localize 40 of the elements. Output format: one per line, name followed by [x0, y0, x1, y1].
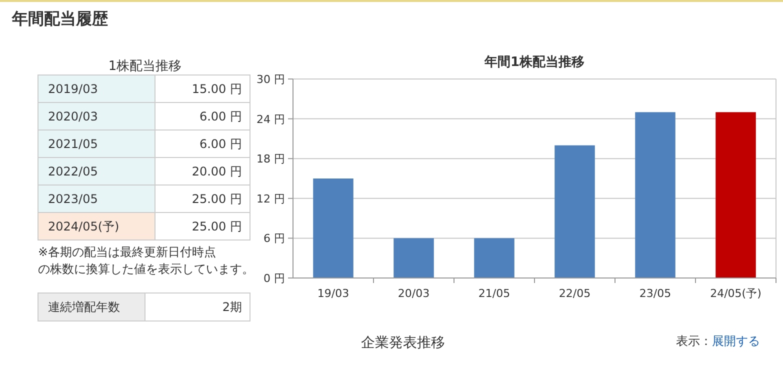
text: 25.00 円	[192, 192, 242, 206]
text: 2021/05	[48, 136, 98, 151]
x-tick-label: 22/05	[558, 287, 591, 300]
text: 1株配当推移	[108, 59, 182, 74]
text: 連続増配年数	[48, 300, 120, 314]
text: 2期	[222, 300, 242, 314]
text: 2024/05(予)	[48, 219, 120, 234]
y-tick-label: 6 円	[264, 232, 285, 246]
text: 6.00 円	[199, 136, 242, 151]
y-tick-label: 24 円	[256, 112, 285, 126]
bar	[394, 238, 434, 278]
text: の株数に換算した値を表示しています。	[38, 262, 254, 276]
y-tick-label: 30 円	[256, 73, 285, 86]
text: 2023/05	[48, 192, 98, 206]
text: 6.00 円	[199, 109, 242, 124]
chart-title: 年間1株配当推移	[483, 55, 585, 70]
text: 20.00 円	[192, 164, 242, 178]
bar	[474, 238, 514, 278]
text: ※各期の配当は最終更新日付時点	[38, 245, 216, 259]
x-tick-label: 20/03	[398, 287, 430, 300]
text: 展開する	[712, 334, 760, 348]
y-tick-label: 0 円	[264, 272, 285, 285]
x-tick-label: 21/05	[478, 287, 510, 300]
text: 企業発表推移	[361, 335, 445, 351]
text: 2020/03	[48, 109, 98, 124]
x-tick-label: 23/05	[639, 287, 672, 300]
bar	[635, 112, 676, 278]
text: 表示：	[676, 334, 712, 348]
y-tick-label: 12 円	[256, 192, 285, 206]
x-tick-label: 19/03	[317, 287, 350, 300]
bar	[716, 112, 756, 278]
y-tick-label: 18 円	[256, 152, 285, 166]
text: 年間配当履歴	[11, 9, 108, 28]
text: 15.00 円	[192, 82, 242, 96]
x-tick-label: 24/05(予)	[710, 287, 762, 300]
text: 25.00 円	[192, 219, 242, 234]
bar	[554, 145, 595, 278]
text: 2019/03	[48, 82, 98, 96]
bar	[313, 178, 354, 278]
text: 2022/05	[48, 164, 98, 178]
